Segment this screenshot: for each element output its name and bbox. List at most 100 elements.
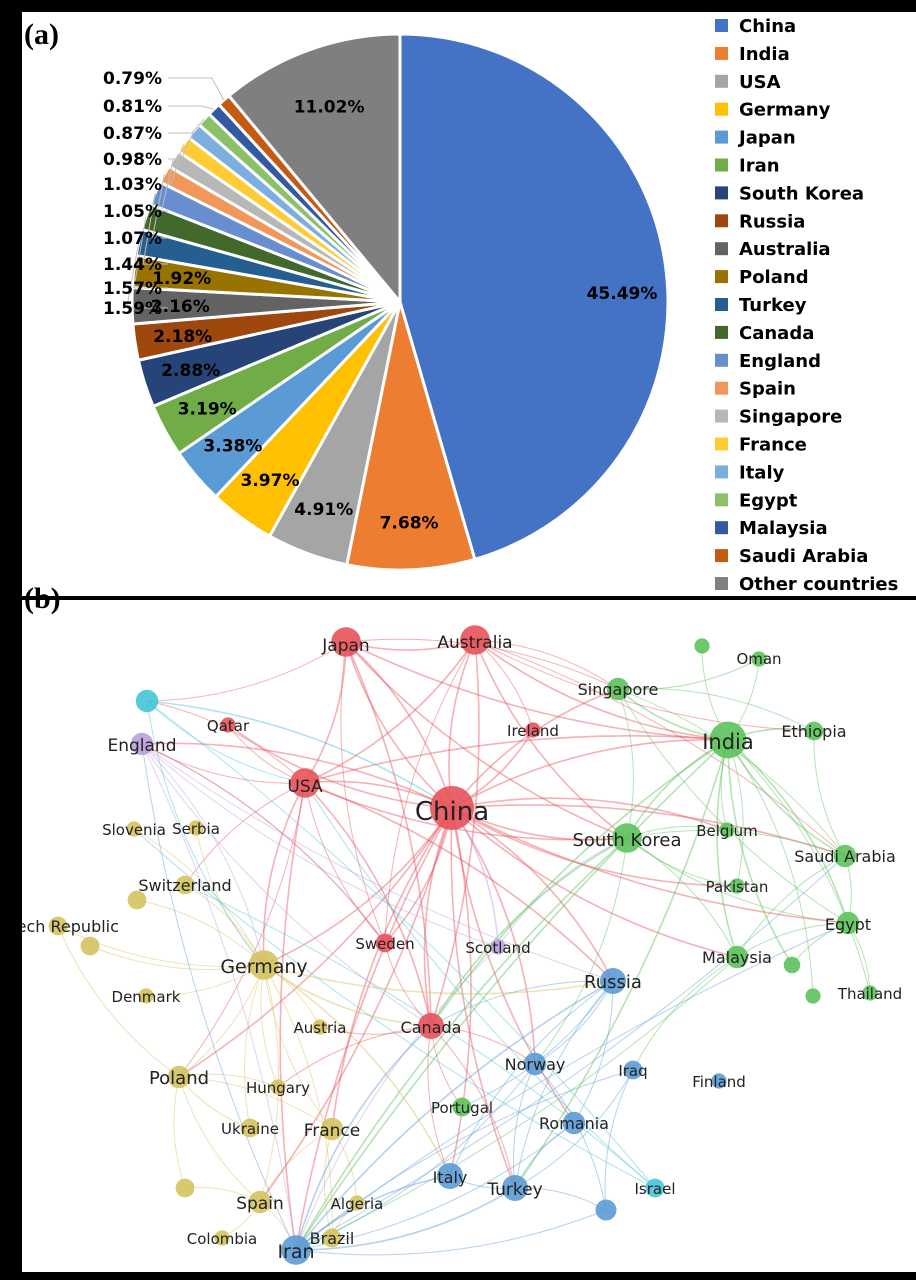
legend-label-canada: Canada xyxy=(739,323,814,344)
network-link xyxy=(304,782,614,982)
pie-leader-line xyxy=(133,216,168,289)
pie-data-label: 45.49% xyxy=(587,284,658,304)
network-link xyxy=(133,828,265,966)
legend-label-england: England xyxy=(739,351,821,372)
network-link xyxy=(626,837,738,958)
network-link xyxy=(514,1069,634,1189)
network-link xyxy=(617,688,849,924)
node-norway xyxy=(523,1052,547,1076)
node-label-canada: Canada xyxy=(401,1018,462,1037)
node-label-pakistan: Pakistan xyxy=(706,878,769,896)
network-link xyxy=(449,980,614,1177)
node-unlabeled xyxy=(80,936,100,956)
node-finland xyxy=(711,1073,727,1089)
pie-data-label: 2.18% xyxy=(153,327,212,347)
node-singapore xyxy=(606,677,630,701)
pie-leader-line xyxy=(168,118,205,134)
legend-swatch-malaysia xyxy=(715,521,728,535)
node-unlabeled xyxy=(175,1178,195,1198)
network-link xyxy=(295,922,849,1251)
node-label-india: India xyxy=(702,730,754,754)
node-pakistan xyxy=(729,878,745,894)
node-poland xyxy=(167,1065,191,1089)
pie-chart-svg: 45.49% 7.68% 4.91% 3.97% 3.38% 3.19% 2.88% 2.18… xyxy=(103,16,898,595)
network-link xyxy=(345,641,453,809)
network-link xyxy=(295,1187,516,1251)
network-link xyxy=(295,946,499,1251)
network-link xyxy=(451,797,728,831)
node-unlabeled xyxy=(595,1199,617,1221)
network-link xyxy=(461,980,614,1108)
legend-label-malaysia: Malaysia xyxy=(739,518,828,539)
pie-leader-line xyxy=(168,144,184,185)
pie-data-label: 0.98% xyxy=(103,150,162,170)
node-turkey xyxy=(502,1175,528,1201)
network-link xyxy=(727,739,871,994)
node-canada xyxy=(418,1013,444,1039)
node-label-thailand: Thailand xyxy=(837,985,902,1003)
network-link xyxy=(617,687,815,732)
legend-swatch-saudi-arabia xyxy=(715,549,728,563)
network-link xyxy=(474,639,619,690)
node-unlabeled xyxy=(805,988,821,1004)
node-serbia xyxy=(188,820,204,836)
node-label-romania: Romania xyxy=(539,1114,609,1133)
node-qatar xyxy=(220,717,236,733)
node-label-japan: Japan xyxy=(321,636,369,656)
network-link xyxy=(451,807,738,958)
node-label-austria: Austria xyxy=(294,1019,347,1037)
node-colombia xyxy=(214,1230,230,1246)
node-thailand xyxy=(862,985,878,1001)
node-label-hungary: Hungary xyxy=(246,1079,310,1097)
network-link xyxy=(141,743,432,1027)
network-link xyxy=(514,980,614,1189)
node-label-italy: Italy xyxy=(433,1168,468,1187)
network-link xyxy=(141,743,614,982)
pie-data-label: 1.44% xyxy=(103,255,162,275)
network-link xyxy=(573,980,614,1124)
network-link xyxy=(632,956,738,1071)
network-link xyxy=(331,807,453,1130)
node-india xyxy=(709,721,747,759)
node-belgium xyxy=(719,822,735,838)
network-link xyxy=(304,782,432,1027)
network-link xyxy=(195,827,265,966)
pie-slice-india xyxy=(345,301,477,572)
legend-swatch-france xyxy=(715,437,728,451)
legend-label-australia: Australia xyxy=(739,239,831,260)
network-link xyxy=(141,743,297,1251)
node-label-australia: Australia xyxy=(437,633,512,653)
network-link xyxy=(304,734,729,784)
node-russia xyxy=(600,968,626,994)
network-link xyxy=(617,688,846,857)
legend-label-china: China xyxy=(739,16,796,37)
node-spain xyxy=(248,1190,272,1214)
pie-data-label: 1.57% xyxy=(103,279,162,299)
network-link xyxy=(304,641,347,784)
network-link xyxy=(295,807,453,1251)
network-link xyxy=(304,782,628,841)
node-usa xyxy=(290,768,320,798)
network-link xyxy=(451,804,846,857)
network-link xyxy=(534,980,614,1065)
node-label-saudi-arabia: Saudi Arabia xyxy=(794,847,896,866)
network-link xyxy=(178,807,453,1078)
network-link xyxy=(626,829,846,857)
pie-data-label: 3.38% xyxy=(203,437,262,457)
network-link xyxy=(263,964,451,1177)
legend-swatch-russia xyxy=(715,214,728,228)
node-label-singapore: Singapore xyxy=(578,680,659,699)
network-link xyxy=(345,641,628,839)
node-label-ukraine: Ukraine xyxy=(221,1120,279,1138)
network-link xyxy=(604,1069,634,1211)
network-link xyxy=(57,925,265,967)
network-link xyxy=(340,641,386,944)
node-ireland xyxy=(525,722,541,738)
node-japan xyxy=(331,627,361,657)
node-scotland xyxy=(490,939,506,955)
network-link xyxy=(244,964,265,1129)
network-link xyxy=(451,807,849,924)
legend-label-japan: Japan xyxy=(737,128,796,149)
legend-swatch-canada xyxy=(715,325,728,339)
network-link xyxy=(451,738,729,809)
